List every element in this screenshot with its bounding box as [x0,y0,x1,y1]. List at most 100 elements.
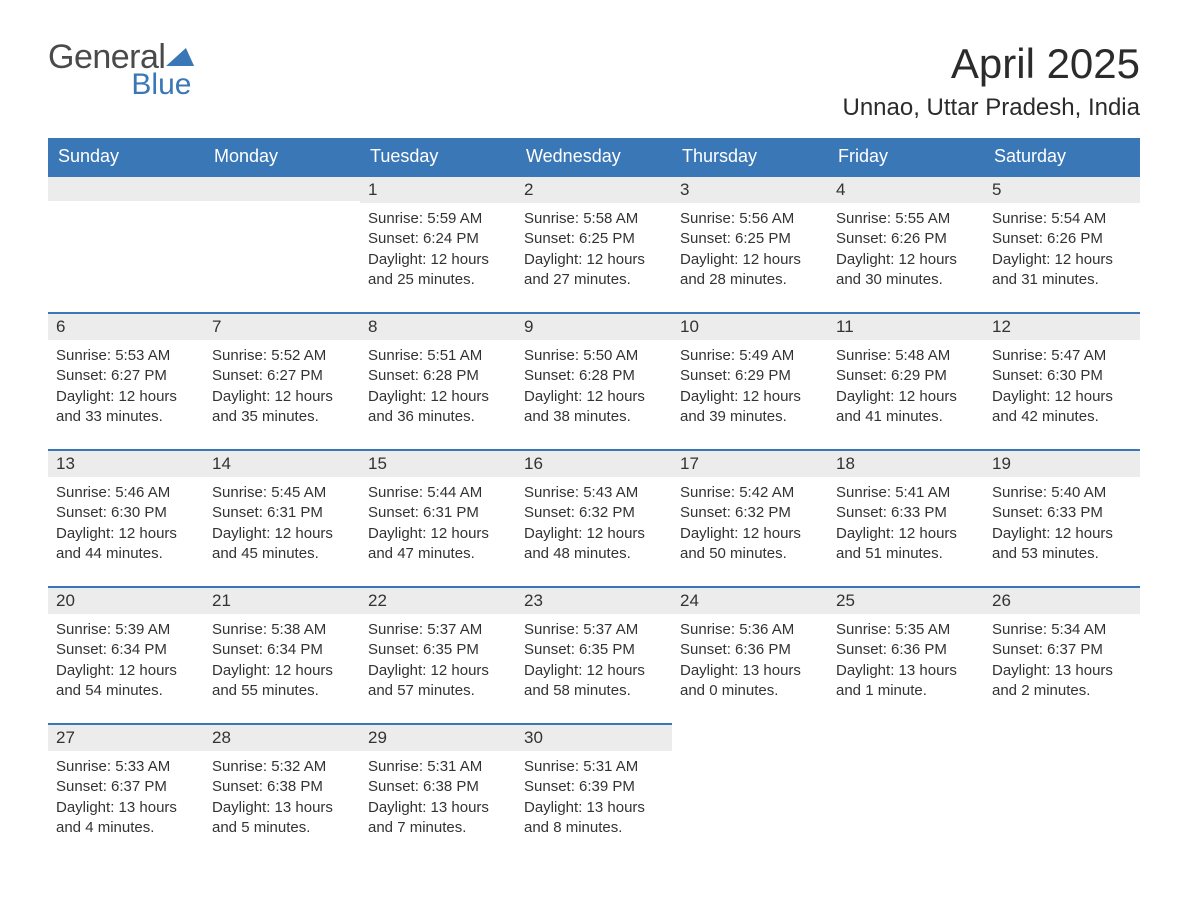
daylight-line: Daylight: 12 hours and 31 minutes. [992,250,1132,291]
calendar-day: 2Sunrise: 5:58 AMSunset: 6:25 PMDaylight… [516,175,672,300]
sunset-line: Sunset: 6:25 PM [524,229,664,249]
sunrise-line: Sunrise: 5:40 AM [992,483,1132,503]
daylight-line: Daylight: 13 hours and 7 minutes. [368,798,508,839]
sunset-line: Sunset: 6:32 PM [680,503,820,523]
title-block: April 2025 Unnao, Uttar Pradesh, India [842,40,1140,122]
sunset-line: Sunset: 6:31 PM [368,503,508,523]
sunrise-line: Sunrise: 5:33 AM [56,757,196,777]
logo-word-blue: Blue [131,70,191,100]
day-number: 14 [204,449,360,477]
day-body: Sunrise: 5:54 AMSunset: 6:26 PMDaylight:… [984,203,1140,300]
day-body: Sunrise: 5:34 AMSunset: 6:37 PMDaylight:… [984,614,1140,711]
sunrise-line: Sunrise: 5:48 AM [836,346,976,366]
logo-triangle-icon [167,48,201,66]
sunrise-line: Sunrise: 5:52 AM [212,346,352,366]
day-body: Sunrise: 5:41 AMSunset: 6:33 PMDaylight:… [828,477,984,574]
daylight-line: Daylight: 12 hours and 57 minutes. [368,661,508,702]
day-body: Sunrise: 5:55 AMSunset: 6:26 PMDaylight:… [828,203,984,300]
daylight-line: Daylight: 12 hours and 35 minutes. [212,387,352,428]
header: General Blue April 2025 Unnao, Uttar Pra… [48,40,1140,122]
calendar-day: 30Sunrise: 5:31 AMSunset: 6:39 PMDayligh… [516,723,672,848]
sunset-line: Sunset: 6:30 PM [56,503,196,523]
calendar-day: 1Sunrise: 5:59 AMSunset: 6:24 PMDaylight… [360,175,516,300]
calendar-day: 22Sunrise: 5:37 AMSunset: 6:35 PMDayligh… [360,586,516,711]
calendar-day: 15Sunrise: 5:44 AMSunset: 6:31 PMDayligh… [360,449,516,574]
calendar-day [48,175,204,300]
day-number: 16 [516,449,672,477]
sunset-line: Sunset: 6:31 PM [212,503,352,523]
day-body: Sunrise: 5:33 AMSunset: 6:37 PMDaylight:… [48,751,204,848]
daylight-line: Daylight: 13 hours and 5 minutes. [212,798,352,839]
sunset-line: Sunset: 6:26 PM [836,229,976,249]
calendar-day: 17Sunrise: 5:42 AMSunset: 6:32 PMDayligh… [672,449,828,574]
calendar-week: 6Sunrise: 5:53 AMSunset: 6:27 PMDaylight… [48,312,1140,437]
day-number: 7 [204,312,360,340]
calendar-week: 1Sunrise: 5:59 AMSunset: 6:24 PMDaylight… [48,175,1140,300]
calendar-day: 14Sunrise: 5:45 AMSunset: 6:31 PMDayligh… [204,449,360,574]
sunrise-line: Sunrise: 5:59 AM [368,209,508,229]
sunset-line: Sunset: 6:27 PM [56,366,196,386]
day-body: Sunrise: 5:35 AMSunset: 6:36 PMDaylight:… [828,614,984,711]
day-number: 23 [516,586,672,614]
day-number: 18 [828,449,984,477]
calendar-day: 10Sunrise: 5:49 AMSunset: 6:29 PMDayligh… [672,312,828,437]
day-body: Sunrise: 5:48 AMSunset: 6:29 PMDaylight:… [828,340,984,437]
day-number: 3 [672,175,828,203]
day-number: 13 [48,449,204,477]
calendar-week: 13Sunrise: 5:46 AMSunset: 6:30 PMDayligh… [48,449,1140,574]
sunrise-line: Sunrise: 5:43 AM [524,483,664,503]
calendar-day: 3Sunrise: 5:56 AMSunset: 6:25 PMDaylight… [672,175,828,300]
sunrise-line: Sunrise: 5:55 AM [836,209,976,229]
day-number: 22 [360,586,516,614]
day-of-week-header: Sunday [48,138,204,175]
daylight-line: Daylight: 12 hours and 38 minutes. [524,387,664,428]
calendar-day: 9Sunrise: 5:50 AMSunset: 6:28 PMDaylight… [516,312,672,437]
calendar-day: 16Sunrise: 5:43 AMSunset: 6:32 PMDayligh… [516,449,672,574]
day-body: Sunrise: 5:52 AMSunset: 6:27 PMDaylight:… [204,340,360,437]
day-number: 17 [672,449,828,477]
daylight-line: Daylight: 12 hours and 36 minutes. [368,387,508,428]
day-number: 2 [516,175,672,203]
calendar-day: 26Sunrise: 5:34 AMSunset: 6:37 PMDayligh… [984,586,1140,711]
day-of-week-header: Friday [828,138,984,175]
calendar-day: 19Sunrise: 5:40 AMSunset: 6:33 PMDayligh… [984,449,1140,574]
daylight-line: Daylight: 12 hours and 44 minutes. [56,524,196,565]
sunset-line: Sunset: 6:28 PM [368,366,508,386]
sunset-line: Sunset: 6:25 PM [680,229,820,249]
day-number: 19 [984,449,1140,477]
page-title: April 2025 [842,40,1140,88]
calendar-day: 27Sunrise: 5:33 AMSunset: 6:37 PMDayligh… [48,723,204,848]
sunset-line: Sunset: 6:33 PM [836,503,976,523]
day-number: 27 [48,723,204,751]
daylight-line: Daylight: 12 hours and 54 minutes. [56,661,196,702]
daylight-line: Daylight: 12 hours and 27 minutes. [524,250,664,291]
day-body: Sunrise: 5:32 AMSunset: 6:38 PMDaylight:… [204,751,360,848]
calendar-day: 24Sunrise: 5:36 AMSunset: 6:36 PMDayligh… [672,586,828,711]
calendar-day: 28Sunrise: 5:32 AMSunset: 6:38 PMDayligh… [204,723,360,848]
sunrise-line: Sunrise: 5:36 AM [680,620,820,640]
daylight-line: Daylight: 12 hours and 45 minutes. [212,524,352,565]
sunrise-line: Sunrise: 5:50 AM [524,346,664,366]
day-number: 25 [828,586,984,614]
calendar-day: 6Sunrise: 5:53 AMSunset: 6:27 PMDaylight… [48,312,204,437]
day-body: Sunrise: 5:45 AMSunset: 6:31 PMDaylight:… [204,477,360,574]
day-number: 15 [360,449,516,477]
sunset-line: Sunset: 6:29 PM [836,366,976,386]
day-body: Sunrise: 5:39 AMSunset: 6:34 PMDaylight:… [48,614,204,711]
day-body: Sunrise: 5:53 AMSunset: 6:27 PMDaylight:… [48,340,204,437]
sunrise-line: Sunrise: 5:35 AM [836,620,976,640]
day-body: Sunrise: 5:56 AMSunset: 6:25 PMDaylight:… [672,203,828,300]
sunrise-line: Sunrise: 5:56 AM [680,209,820,229]
calendar-day: 21Sunrise: 5:38 AMSunset: 6:34 PMDayligh… [204,586,360,711]
daylight-line: Daylight: 12 hours and 51 minutes. [836,524,976,565]
sunset-line: Sunset: 6:29 PM [680,366,820,386]
daylight-line: Daylight: 13 hours and 1 minute. [836,661,976,702]
calendar-day: 12Sunrise: 5:47 AMSunset: 6:30 PMDayligh… [984,312,1140,437]
day-body: Sunrise: 5:58 AMSunset: 6:25 PMDaylight:… [516,203,672,300]
calendar-day: 7Sunrise: 5:52 AMSunset: 6:27 PMDaylight… [204,312,360,437]
day-body: Sunrise: 5:50 AMSunset: 6:28 PMDaylight:… [516,340,672,437]
daylight-line: Daylight: 13 hours and 4 minutes. [56,798,196,839]
calendar-day: 11Sunrise: 5:48 AMSunset: 6:29 PMDayligh… [828,312,984,437]
day-number: 21 [204,586,360,614]
daylight-line: Daylight: 12 hours and 53 minutes. [992,524,1132,565]
